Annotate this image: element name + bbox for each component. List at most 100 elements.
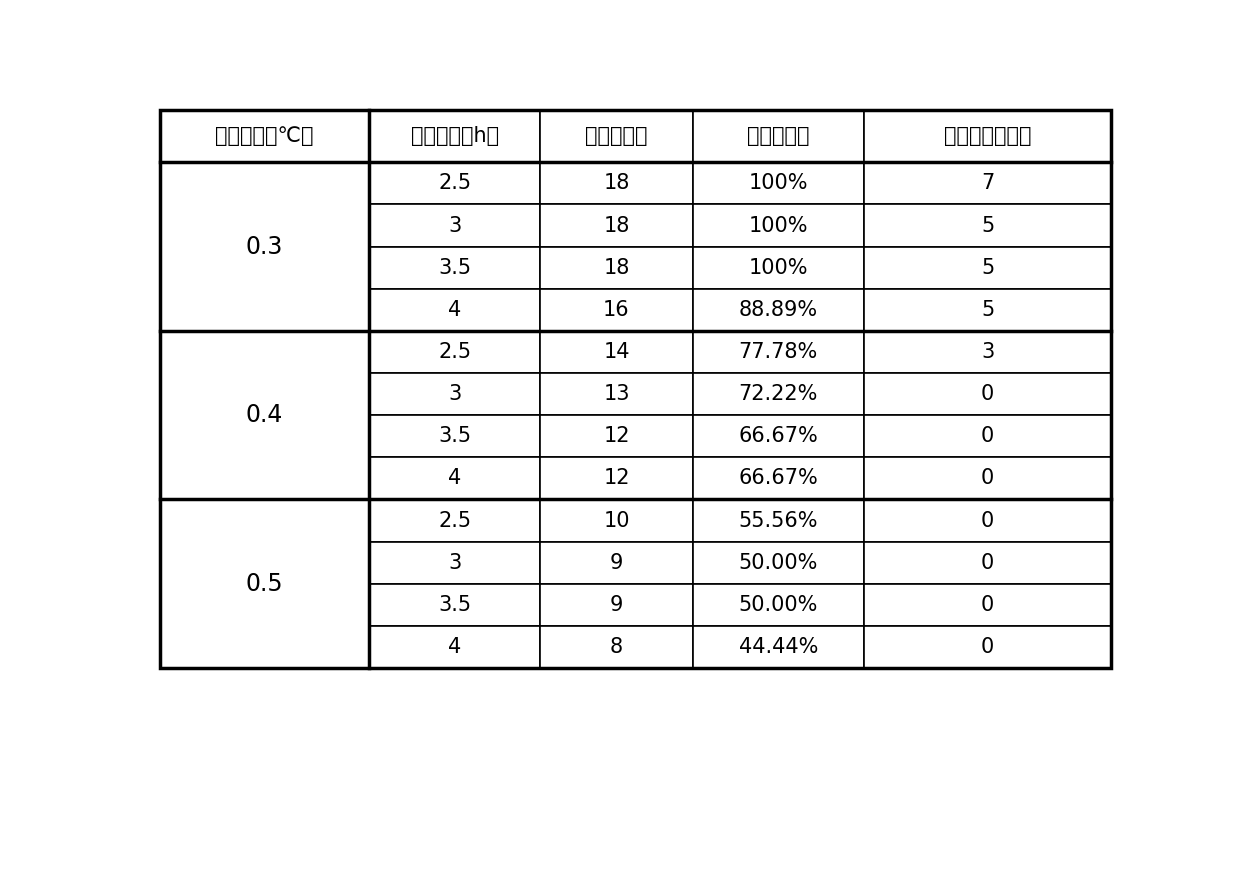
Text: 0: 0 — [981, 468, 994, 489]
Text: 3.5: 3.5 — [438, 595, 471, 615]
Bar — [693, 584, 864, 626]
Text: 3: 3 — [981, 342, 994, 362]
Text: 0.3: 0.3 — [246, 235, 283, 259]
Text: 12: 12 — [603, 468, 630, 489]
Bar — [541, 288, 693, 331]
Bar — [370, 415, 541, 457]
Text: 16: 16 — [603, 300, 630, 320]
Bar — [864, 110, 1111, 162]
Text: 0: 0 — [981, 426, 994, 446]
Bar — [370, 626, 541, 668]
Text: 0: 0 — [981, 384, 994, 404]
Text: 3: 3 — [448, 384, 461, 404]
Bar — [864, 373, 1111, 415]
Bar — [370, 499, 541, 542]
Text: 发情检出率: 发情检出率 — [746, 126, 810, 146]
Bar — [370, 584, 541, 626]
Text: 88.89%: 88.89% — [739, 300, 817, 320]
Text: 0: 0 — [981, 553, 994, 572]
Text: 0.4: 0.4 — [246, 403, 283, 427]
Text: 14: 14 — [603, 342, 630, 362]
Text: 0.5: 0.5 — [246, 571, 283, 595]
Text: 变化温度（℃）: 变化温度（℃） — [216, 126, 314, 146]
Text: 50.00%: 50.00% — [739, 553, 818, 572]
Text: 5: 5 — [981, 300, 994, 320]
Text: 0: 0 — [981, 511, 994, 530]
Bar — [541, 205, 693, 247]
Text: 3.5: 3.5 — [438, 258, 471, 278]
Text: 3.5: 3.5 — [438, 426, 471, 446]
Bar — [864, 584, 1111, 626]
Bar — [541, 373, 693, 415]
Bar — [160, 110, 1111, 668]
Bar — [370, 205, 541, 247]
Text: 4: 4 — [448, 637, 461, 657]
Text: 4: 4 — [448, 300, 461, 320]
Bar — [541, 247, 693, 288]
Text: 检出牛头数: 检出牛头数 — [585, 126, 647, 146]
Text: 2.5: 2.5 — [438, 342, 471, 362]
Bar — [370, 162, 541, 205]
Text: 2.5: 2.5 — [438, 511, 471, 530]
Bar — [541, 626, 693, 668]
Text: 3: 3 — [448, 215, 461, 236]
Text: 55.56%: 55.56% — [739, 511, 818, 530]
Bar — [693, 499, 864, 542]
Bar — [160, 499, 370, 668]
Text: 77.78%: 77.78% — [739, 342, 818, 362]
Bar — [541, 162, 693, 205]
Bar — [864, 542, 1111, 584]
Bar — [541, 499, 693, 542]
Text: 18: 18 — [604, 215, 630, 236]
Text: 4: 4 — [448, 468, 461, 489]
Bar — [864, 205, 1111, 247]
Bar — [370, 288, 541, 331]
Bar — [693, 162, 864, 205]
Text: 8: 8 — [610, 637, 622, 657]
Bar — [370, 457, 541, 499]
Bar — [370, 542, 541, 584]
Bar — [541, 110, 693, 162]
Bar — [693, 373, 864, 415]
Text: 10: 10 — [603, 511, 630, 530]
Text: 72.22%: 72.22% — [739, 384, 818, 404]
Text: 3: 3 — [448, 553, 461, 572]
Text: 12: 12 — [603, 426, 630, 446]
Bar — [864, 457, 1111, 499]
Bar — [864, 162, 1111, 205]
Bar — [370, 110, 541, 162]
Bar — [864, 415, 1111, 457]
Bar — [541, 415, 693, 457]
Text: 18: 18 — [604, 174, 630, 193]
Bar — [693, 626, 864, 668]
Bar — [693, 205, 864, 247]
Bar — [370, 373, 541, 415]
Bar — [864, 247, 1111, 288]
Text: 7: 7 — [981, 174, 994, 193]
Bar — [541, 457, 693, 499]
Bar — [693, 542, 864, 584]
Text: 100%: 100% — [749, 215, 808, 236]
Text: 持续时间（h）: 持续时间（h） — [410, 126, 498, 146]
Bar — [864, 499, 1111, 542]
Text: 5: 5 — [981, 215, 994, 236]
Text: 13: 13 — [603, 384, 630, 404]
Bar — [693, 457, 864, 499]
Text: 66.67%: 66.67% — [738, 426, 818, 446]
Text: 100%: 100% — [749, 174, 808, 193]
Text: 18: 18 — [604, 258, 630, 278]
Text: 0: 0 — [981, 595, 994, 615]
Text: 66.67%: 66.67% — [738, 468, 818, 489]
Bar — [693, 331, 864, 373]
Bar — [541, 331, 693, 373]
Bar — [693, 288, 864, 331]
Bar — [693, 415, 864, 457]
Text: 9: 9 — [610, 595, 624, 615]
Bar — [864, 626, 1111, 668]
Bar — [693, 247, 864, 288]
Bar — [864, 288, 1111, 331]
Bar — [693, 110, 864, 162]
Bar — [541, 542, 693, 584]
Bar — [160, 331, 370, 499]
Bar — [370, 247, 541, 288]
